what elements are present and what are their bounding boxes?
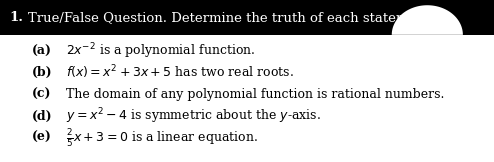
Polygon shape <box>392 5 463 35</box>
Bar <box>0 0 494 35</box>
Text: True/False Question. Determine the truth of each statement.: True/False Question. Determine the truth… <box>28 11 434 24</box>
Text: $y = x^2 - 4$ is symmetric about the $y$-axis.: $y = x^2 - 4$ is symmetric about the $y$… <box>66 106 321 126</box>
Text: The domain of any polynomial function is rational numbers.: The domain of any polynomial function is… <box>66 88 444 101</box>
Text: $2x^{-2}$ is a polynomial function.: $2x^{-2}$ is a polynomial function. <box>66 41 255 61</box>
Text: (e): (e) <box>32 131 52 144</box>
Text: (c): (c) <box>32 88 51 101</box>
Text: $f(x) = x^2 + 3x + 5$ has two real roots.: $f(x) = x^2 + 3x + 5$ has two real roots… <box>66 64 293 81</box>
Text: (a): (a) <box>32 45 52 58</box>
Text: 1.: 1. <box>9 11 23 24</box>
Text: $\frac{2}{5}x + 3 = 0$ is a linear equation.: $\frac{2}{5}x + 3 = 0$ is a linear equat… <box>66 127 258 149</box>
Text: (d): (d) <box>32 110 53 122</box>
Text: (b): (b) <box>32 66 53 79</box>
